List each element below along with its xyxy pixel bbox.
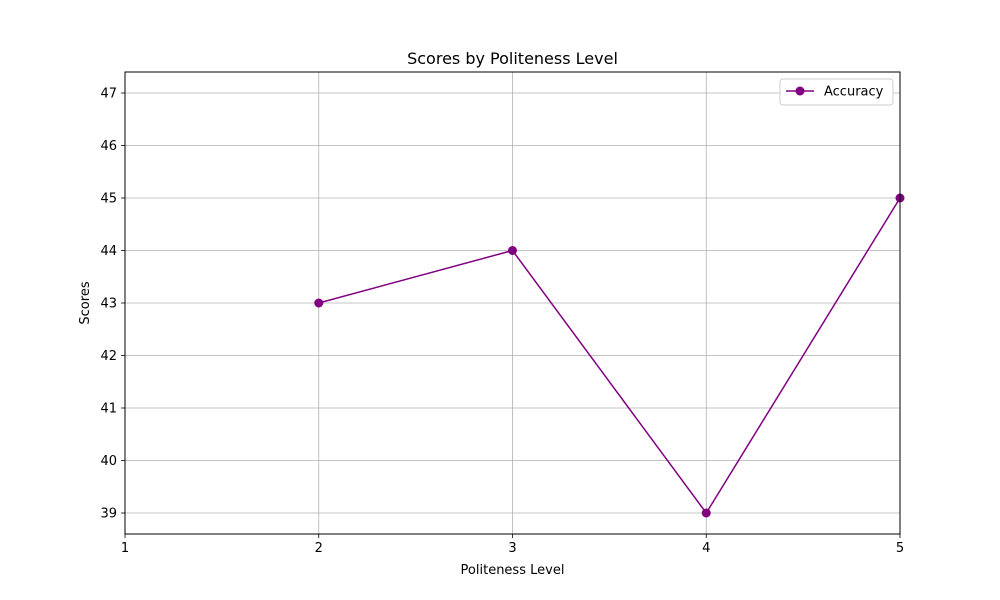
y-tick-label: 47 [100,87,117,102]
y-tick-label: 45 [100,192,117,207]
x-tick-label: 2 [315,541,323,556]
legend-marker-accuracy [795,86,805,96]
y-tick-label: 40 [100,454,117,469]
y-tick-label: 42 [100,349,117,364]
x-tick-label: 5 [896,541,904,556]
legend: Accuracy [779,78,894,106]
chart-title: Scores by Politeness Level [407,49,618,68]
data-point [701,508,711,518]
data-point [314,298,324,308]
x-tick-label: 3 [508,541,516,556]
y-tick-label: 43 [100,297,117,312]
series-line-accuracy [318,197,901,515]
data-point [508,246,517,255]
legend-label-accuracy: Accuracy [824,85,884,100]
x-tick-label: 1 [121,541,129,556]
x-tick-label: 4 [702,541,710,556]
x-axis-label: Politeness Level [461,563,565,578]
legend-box [779,78,894,106]
y-axis-label: Scores [78,281,93,324]
y-tick-label: 46 [100,139,117,154]
y-tick-label: 44 [100,244,117,259]
y-tick-label: 41 [100,402,117,417]
y-tick-label: 39 [100,507,117,522]
